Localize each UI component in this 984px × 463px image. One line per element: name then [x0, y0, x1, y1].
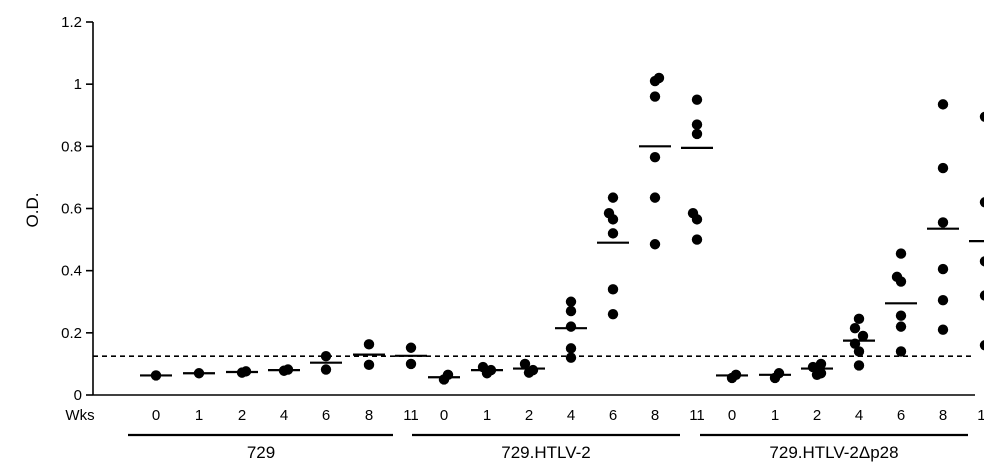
- data-point: [405, 342, 417, 353]
- data-point: [607, 228, 619, 239]
- data-point: [937, 162, 949, 174]
- x-tick-label: 8: [939, 407, 947, 424]
- data-point: [649, 192, 661, 203]
- data-point: [649, 239, 661, 250]
- x-tick-label: 8: [651, 407, 659, 424]
- x-tick-label: 0: [440, 407, 448, 424]
- y-axis: 0 0.2 0.4 0.6 0.8 1 1.2: [61, 14, 94, 404]
- weeks-axis-label: Wks: [65, 407, 94, 424]
- y-tick-label: 0.6: [61, 201, 82, 218]
- group-bars: 729 729.HTLV-2 729.HTLV-2Δp28: [128, 433, 968, 462]
- y-tick-label: 1: [74, 76, 82, 93]
- data-point: [653, 72, 665, 84]
- data-point: [565, 321, 577, 332]
- data-point: [891, 271, 903, 283]
- x-tick-label: 2: [525, 407, 533, 424]
- data-point: [607, 308, 619, 320]
- data-point: [979, 197, 984, 208]
- data-point: [607, 284, 619, 295]
- data-point: [937, 217, 949, 228]
- y-tick-label: 0.8: [61, 138, 82, 155]
- data-point: [603, 207, 615, 219]
- x-tick-label: 1: [771, 407, 779, 424]
- data-point: [565, 296, 577, 307]
- y-tick-label: 0.2: [61, 325, 82, 342]
- data-point: [320, 350, 332, 362]
- data-point: [691, 94, 703, 105]
- x-tick-label: 0: [728, 407, 736, 424]
- data-point: [857, 330, 869, 342]
- data-point: [853, 313, 865, 325]
- data-point: [649, 152, 661, 163]
- group-label: 729.HTLV-2Δp28: [769, 443, 898, 462]
- data-point: [979, 111, 984, 122]
- data-point: [815, 368, 827, 379]
- y-tick-label: 0: [74, 387, 82, 404]
- x-tick-label: 0: [152, 407, 160, 424]
- data-point: [565, 305, 577, 317]
- x-tick-label: 4: [567, 407, 575, 424]
- data-point: [895, 248, 907, 259]
- data-point: [849, 322, 861, 334]
- data-point: [937, 294, 949, 306]
- data-point: [895, 310, 907, 321]
- data-point: [853, 346, 865, 357]
- y-axis-title: O.D.: [23, 193, 42, 228]
- data-point: [565, 352, 577, 363]
- x-tick-label: 1: [483, 407, 491, 424]
- group-label: 729: [247, 443, 275, 462]
- data-point: [691, 234, 703, 245]
- data-point: [937, 99, 949, 110]
- data-point: [979, 256, 984, 267]
- x-tick-label: 6: [897, 407, 905, 424]
- data-point: [405, 358, 417, 370]
- data-point: [815, 358, 827, 370]
- data-point: [773, 368, 785, 379]
- x-tick-label: 6: [322, 407, 330, 424]
- x-tick-label: 1: [195, 407, 203, 424]
- data-point: [649, 91, 661, 102]
- x-tick-label: 4: [855, 407, 863, 424]
- x-tick-label: 8: [365, 407, 373, 424]
- data-point: [979, 290, 984, 301]
- mean-lines: [140, 145, 984, 379]
- data-point: [687, 207, 699, 219]
- data-point: [979, 340, 984, 351]
- data-point: [519, 358, 531, 370]
- x-tick-label: 11: [977, 407, 984, 424]
- x-tick-label: 2: [813, 407, 821, 424]
- y-tick-label: 0.4: [61, 263, 82, 280]
- data-point: [607, 192, 619, 203]
- data-point: [442, 369, 454, 380]
- x-tick-label: 2: [238, 407, 246, 424]
- data-point: [363, 359, 375, 371]
- x-tick-label: 4: [280, 407, 288, 424]
- data-points: [150, 72, 984, 385]
- data-point: [691, 128, 703, 140]
- data-point: [937, 263, 949, 275]
- x-tick-label: 6: [609, 407, 617, 424]
- y-tick-label: 1.2: [61, 14, 82, 31]
- data-point: [363, 339, 375, 350]
- group-label: 729.HTLV-2: [501, 443, 590, 462]
- x-tick-label: 11: [689, 407, 705, 424]
- data-point: [565, 343, 577, 354]
- data-point: [895, 321, 907, 332]
- data-point: [691, 119, 703, 130]
- x-tick-label: 11: [403, 407, 419, 424]
- x-ticks: 0 1 2 4 6 8 11 0 1 2 4 6 8 11 0 1 2 4 6 8 11: [152, 407, 984, 424]
- data-point: [320, 364, 332, 375]
- data-point: [853, 360, 865, 371]
- data-point: [895, 346, 907, 357]
- data-point: [937, 324, 949, 335]
